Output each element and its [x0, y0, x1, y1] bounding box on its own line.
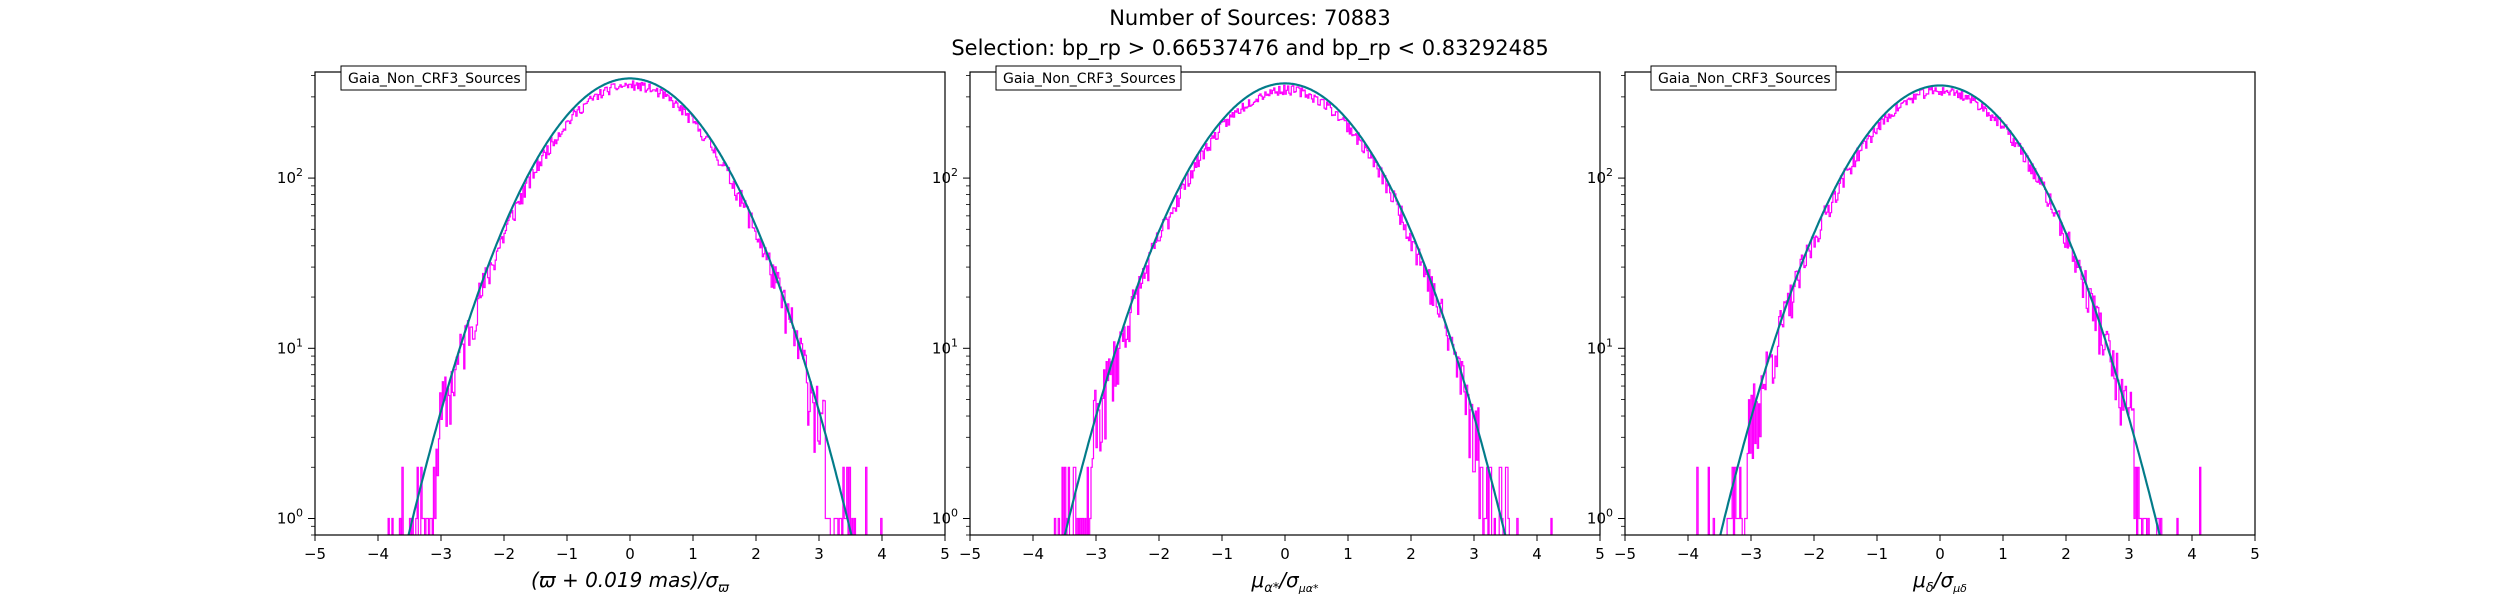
panel-1: −5 −4 −3 −2 −1 0 1 2 3 4 5 100 101 102 Gaia_Non_CRF3_S… — [277, 65, 950, 596]
x-axis-label: μδ/σμδ — [1912, 568, 1967, 596]
x-tick-label: −2 — [1803, 545, 1825, 563]
y-tick-label: 100 — [1587, 507, 1613, 528]
x-tick-label: −1 — [556, 545, 578, 563]
legend: Gaia_Non_CRF3_Sources — [1650, 65, 1837, 91]
x-tick-label: 5 — [2250, 545, 2260, 563]
legend-label: Gaia_Non_CRF3_Sources — [1658, 71, 1831, 87]
x-tick-label: 5 — [940, 545, 950, 563]
axes-frame — [314, 71, 946, 536]
x-tick-label: 0 — [1280, 545, 1290, 563]
legend: Gaia_Non_CRF3_Sources — [340, 65, 527, 91]
gaussian-curve — [1063, 82, 1507, 535]
legend-label: Gaia_Non_CRF3_Sources — [348, 71, 521, 87]
legend: Gaia_Non_CRF3_Sources — [995, 65, 1182, 91]
y-tick-label: 102 — [277, 166, 303, 187]
x-axis-label: (ϖ + 0.019 mas)/σϖ — [531, 568, 730, 596]
histogram-series — [1053, 84, 1553, 535]
x-tick-label: 0 — [1935, 545, 1945, 563]
gaussian-curve-overlay — [407, 77, 853, 535]
x-tick-label: −5 — [1614, 545, 1636, 563]
x-tick-label: −3 — [1740, 545, 1762, 563]
x-tick-label: 2 — [1406, 545, 1416, 563]
x-tick-label: 3 — [1469, 545, 1479, 563]
axes-frame — [969, 71, 1601, 536]
panel-3: −5 −4 −3 −2 −1 0 1 2 3 4 5 100 101 102 Gaia_Non_CRF3_S… — [1587, 65, 2260, 596]
legend-box — [1650, 65, 1837, 91]
legend-box — [995, 65, 1182, 91]
x-tick-label: 2 — [751, 545, 761, 563]
x-tick-label: 1 — [1343, 545, 1353, 563]
x-tick-label: −3 — [1085, 545, 1107, 563]
gaussian-curve — [1719, 84, 2161, 535]
y-tick-label: 102 — [1587, 166, 1613, 187]
histogram-series — [1696, 86, 2202, 535]
panels: −5 −4 −3 −2 −1 0 1 2 3 4 5100101102Gaia_Non_CRF3_S… — [277, 65, 2260, 596]
x-tick-label: 4 — [877, 545, 887, 563]
y-tick-label: 101 — [1587, 336, 1613, 357]
y-tick-label: 100 — [932, 507, 958, 528]
y-tick-label: 100 — [277, 507, 303, 528]
x-tick-label: −4 — [1022, 545, 1044, 563]
x-tick-label: 1 — [1998, 545, 2008, 563]
figure-title-line2: Selection: bp_rp > 0.66537476 and bp_rp … — [951, 36, 1548, 61]
x-tick-label: −3 — [430, 545, 452, 563]
x-tick-label: 3 — [814, 545, 824, 563]
x-tick-label: −2 — [1148, 545, 1170, 563]
x-axis-label: μα*/σμα* — [1251, 568, 1319, 596]
x-tick-label: 3 — [2124, 545, 2134, 563]
panel-2: −5 −4 −3 −2 −1 0 1 2 3 4 5 100 101 102 Gaia_Non_CRF3_S… — [932, 65, 1605, 596]
legend-label: Gaia_Non_CRF3_Sources — [1003, 71, 1176, 87]
x-tick-label: −1 — [1866, 545, 1888, 563]
gaussian-curve-overlay — [1063, 82, 1507, 535]
x-tick-label: −2 — [493, 545, 515, 563]
x-tick-label: 1 — [688, 545, 698, 563]
y-tick-label: 102 — [932, 166, 958, 187]
x-tick-label: 4 — [1532, 545, 1542, 563]
x-tick-label: −5 — [304, 545, 326, 563]
histogram-series — [387, 80, 883, 535]
x-tick-label: 2 — [2061, 545, 2071, 563]
x-tick-label: 4 — [2187, 545, 2197, 563]
y-tick-label: 101 — [932, 336, 958, 357]
x-tick-label: −4 — [1677, 545, 1699, 563]
x-tick-label: 5 — [1595, 545, 1605, 563]
legend-box — [340, 65, 527, 91]
x-tick-label: 0 — [625, 545, 635, 563]
figure-title-line1: Number of Sources: 70883 — [1109, 6, 1391, 30]
y-tick-label: 101 — [277, 336, 303, 357]
x-tick-label: −1 — [1211, 545, 1233, 563]
x-tick-label: −5 — [959, 545, 981, 563]
x-tick-label: −4 — [367, 545, 389, 563]
gaussian-curve-overlay — [1719, 84, 2161, 535]
axes-frame — [1624, 71, 2256, 536]
